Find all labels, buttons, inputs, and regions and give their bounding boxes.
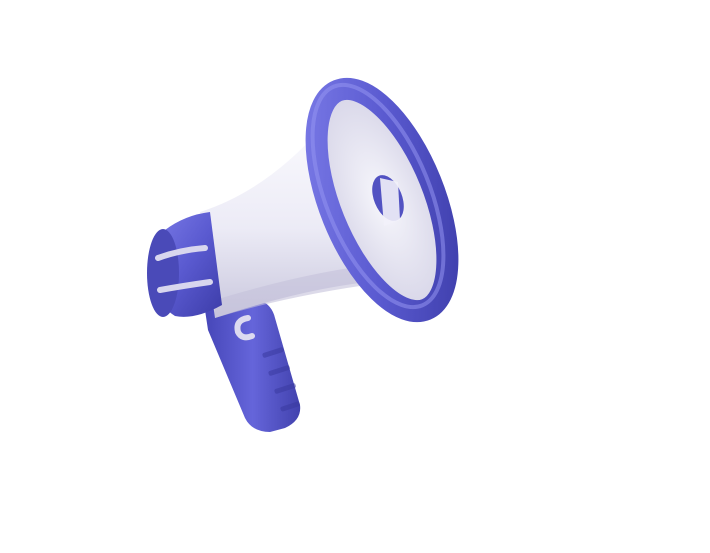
- horn-rim: [305, 77, 459, 323]
- handle: [205, 300, 301, 432]
- horn-opening: [321, 98, 443, 302]
- handle-grip: [262, 347, 300, 412]
- back-cap: [147, 212, 222, 317]
